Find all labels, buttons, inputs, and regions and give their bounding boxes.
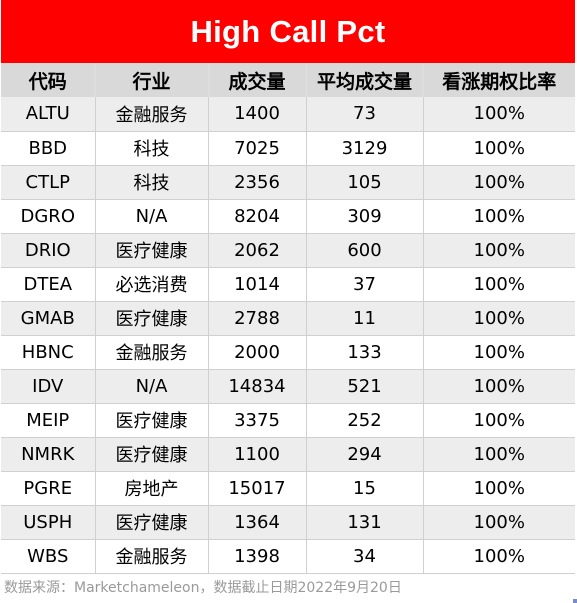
cell-call-ratio: 100%: [423, 131, 575, 166]
table-row: USPH 医疗健康 1364 131 100%: [1, 505, 575, 540]
table-row: CTLP 科技 2356 105 100%: [1, 165, 575, 200]
cell-volume: 14834: [208, 369, 307, 404]
cell-volume: 1014: [208, 267, 307, 302]
cell-code: GMAB: [1, 301, 96, 336]
cell-code: CTLP: [1, 165, 96, 200]
cell-code: DGRO: [1, 199, 96, 234]
cell-industry: 科技: [95, 131, 209, 166]
cell-code: DTEA: [1, 267, 96, 302]
cell-avg-volume: 521: [306, 369, 424, 404]
cell-industry: N/A: [95, 199, 209, 234]
cell-industry: 医疗健康: [95, 437, 209, 472]
column-header-industry: 行业: [95, 63, 209, 97]
cell-code: WBS: [1, 539, 96, 574]
cell-industry: N/A: [95, 369, 209, 404]
table-body: ALTU 金融服务 1400 73 100% BBD 科技 7025 3129 100% CTLP 科…: [1, 97, 575, 574]
table-row: DTEA 必选消费 1014 37 100%: [1, 267, 575, 302]
cell-industry: 医疗健康: [95, 403, 209, 438]
corner-marker: [573, 599, 577, 603]
table-row: ALTU 金融服务 1400 73 100%: [1, 97, 575, 132]
cell-avg-volume: 11: [306, 301, 424, 336]
cell-call-ratio: 100%: [423, 437, 575, 472]
cell-volume: 8204: [208, 199, 307, 234]
cell-volume: 3375: [208, 403, 307, 438]
cell-volume: 1398: [208, 539, 307, 574]
cell-industry: 医疗健康: [95, 301, 209, 336]
cell-volume: 15017: [208, 471, 307, 506]
cell-avg-volume: 3129: [306, 131, 424, 166]
cell-call-ratio: 100%: [423, 199, 575, 234]
cell-avg-volume: 34: [306, 539, 424, 574]
cell-avg-volume: 15: [306, 471, 424, 506]
cell-call-ratio: 100%: [423, 403, 575, 438]
column-header-volume: 成交量: [208, 63, 307, 97]
cell-avg-volume: 309: [306, 199, 424, 234]
table-row: WBS 金融服务 1398 34 100%: [1, 539, 575, 574]
table-row: NMRK 医疗健康 1100 294 100%: [1, 437, 575, 472]
table-row: MEIP 医疗健康 3375 252 100%: [1, 403, 575, 438]
cell-volume: 2356: [208, 165, 307, 200]
cell-call-ratio: 100%: [423, 369, 575, 404]
cell-volume: 2000: [208, 335, 307, 370]
cell-avg-volume: 294: [306, 437, 424, 472]
cell-industry: 金融服务: [95, 335, 209, 370]
cell-industry: 科技: [95, 165, 209, 200]
table-row: DGRO N/A 8204 309 100%: [1, 199, 575, 234]
cell-call-ratio: 100%: [423, 165, 575, 200]
cell-industry: 医疗健康: [95, 505, 209, 540]
cell-code: HBNC: [1, 335, 96, 370]
cell-call-ratio: 100%: [423, 471, 575, 506]
table-row: HBNC 金融服务 2000 133 100%: [1, 335, 575, 370]
cell-volume: 2788: [208, 301, 307, 336]
cell-volume: 2062: [208, 233, 307, 268]
cell-call-ratio: 100%: [423, 233, 575, 268]
table-row: DRIO 医疗健康 2062 600 100%: [1, 233, 575, 268]
cell-avg-volume: 252: [306, 403, 424, 438]
header-row: 代码 行业 成交量 平均成交量 看涨期权比率: [1, 63, 575, 97]
cell-code: IDV: [1, 369, 96, 404]
column-header-code: 代码: [1, 63, 96, 97]
cell-code: PGRE: [1, 471, 96, 506]
source-footnote: 数据来源：Marketchameleon，数据截止日期2022年9月20日: [4, 580, 402, 596]
cell-industry: 金融服务: [95, 97, 209, 132]
cell-volume: 1100: [208, 437, 307, 472]
cell-volume: 7025: [208, 131, 307, 166]
cell-avg-volume: 131: [306, 505, 424, 540]
cell-avg-volume: 133: [306, 335, 424, 370]
cell-code: USPH: [1, 505, 96, 540]
cell-call-ratio: 100%: [423, 335, 575, 370]
cell-industry: 医疗健康: [95, 233, 209, 268]
table-row: GMAB 医疗健康 2788 11 100%: [1, 301, 575, 336]
cell-code: ALTU: [1, 97, 96, 132]
cell-call-ratio: 100%: [423, 301, 575, 336]
cell-avg-volume: 600: [306, 233, 424, 268]
cell-industry: 金融服务: [95, 539, 209, 574]
cell-call-ratio: 100%: [423, 539, 575, 574]
cell-code: DRIO: [1, 233, 96, 268]
cell-industry: 房地产: [95, 471, 209, 506]
cell-avg-volume: 37: [306, 267, 424, 302]
cell-volume: 1400: [208, 97, 307, 132]
cell-volume: 1364: [208, 505, 307, 540]
table-row: BBD 科技 7025 3129 100%: [1, 131, 575, 166]
options-table: 代码 行业 成交量 平均成交量 看涨期权比率 ALTU 金融服务 1400 73 100…: [1, 63, 575, 574]
table-row: PGRE 房地产 15017 15 100%: [1, 471, 575, 506]
cell-code: NMRK: [1, 437, 96, 472]
table-title: High Call Pct: [1, 0, 575, 63]
cell-industry: 必选消费: [95, 267, 209, 302]
cell-avg-volume: 105: [306, 165, 424, 200]
cell-code: MEIP: [1, 403, 96, 438]
table-row: IDV N/A 14834 521 100%: [1, 369, 575, 404]
cell-call-ratio: 100%: [423, 505, 575, 540]
column-header-avg-volume: 平均成交量: [306, 63, 424, 97]
cell-call-ratio: 100%: [423, 267, 575, 302]
cell-avg-volume: 73: [306, 97, 424, 132]
cell-code: BBD: [1, 131, 96, 166]
cell-call-ratio: 100%: [423, 97, 575, 132]
column-header-call-ratio: 看涨期权比率: [423, 63, 575, 97]
